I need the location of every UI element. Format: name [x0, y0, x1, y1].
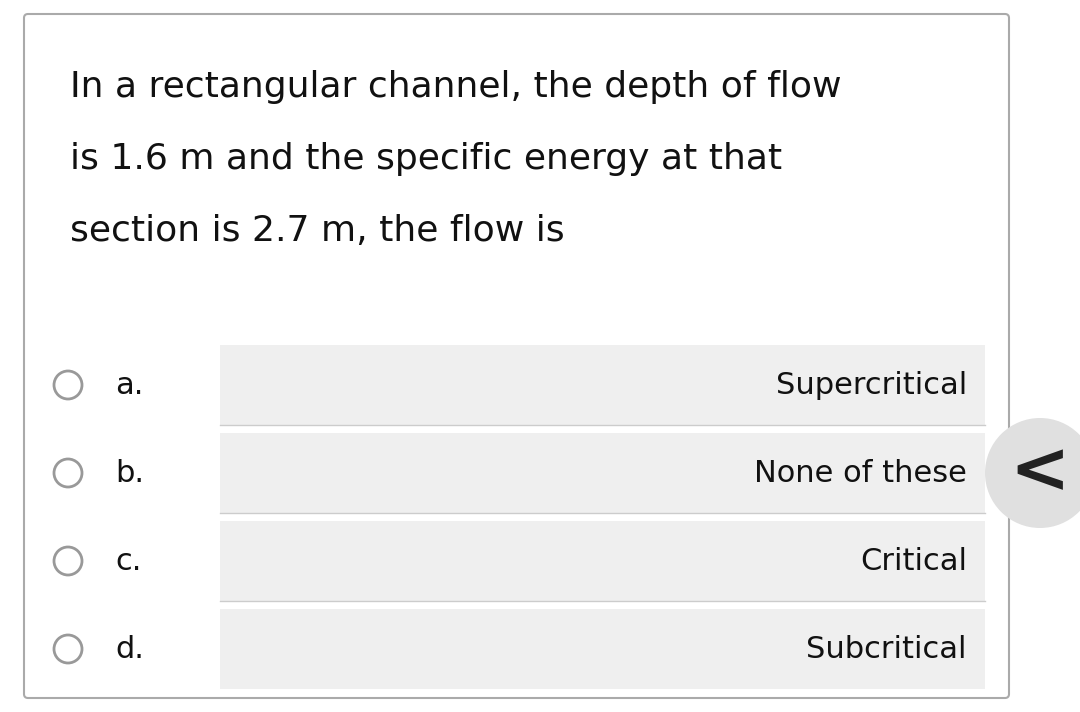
Text: c.: c. — [114, 547, 141, 575]
Text: None of these: None of these — [754, 459, 967, 488]
Text: Subcritical: Subcritical — [807, 634, 967, 664]
Text: Supercritical: Supercritical — [775, 370, 967, 399]
Bar — [220, 433, 985, 513]
Bar — [220, 345, 985, 425]
Text: Critical: Critical — [860, 547, 967, 575]
Circle shape — [985, 418, 1080, 528]
Bar — [220, 609, 985, 689]
FancyBboxPatch shape — [24, 14, 1009, 698]
Text: is 1.6 m and the specific energy at that: is 1.6 m and the specific energy at that — [70, 142, 782, 176]
Text: section is 2.7 m, the flow is: section is 2.7 m, the flow is — [70, 214, 565, 248]
Text: b.: b. — [114, 459, 144, 488]
Text: a.: a. — [114, 370, 144, 399]
Text: <: < — [1010, 439, 1070, 508]
Bar — [220, 521, 985, 601]
Text: In a rectangular channel, the depth of flow: In a rectangular channel, the depth of f… — [70, 70, 841, 104]
Text: d.: d. — [114, 634, 144, 664]
